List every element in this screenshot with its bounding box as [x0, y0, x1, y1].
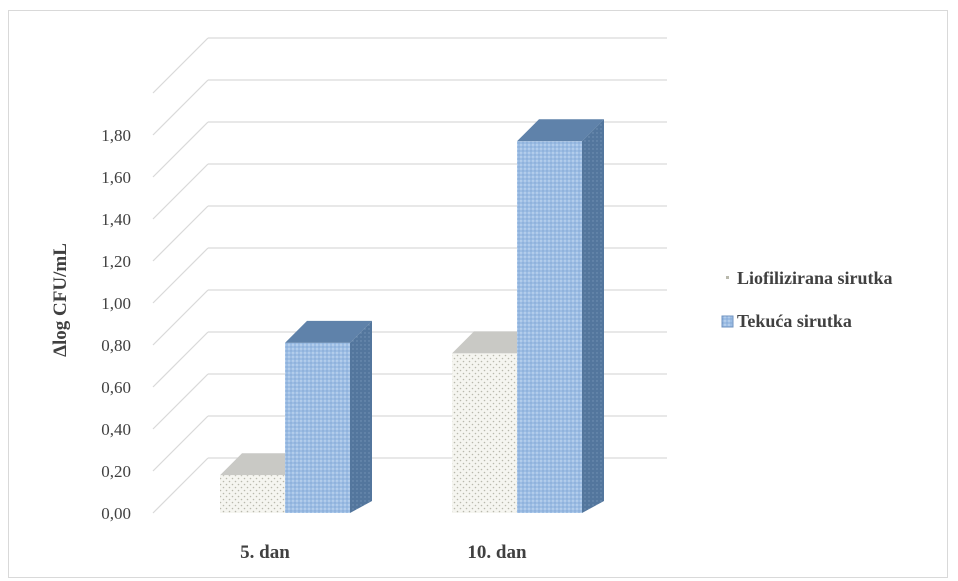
bar-side — [350, 320, 372, 513]
y-tick-label: 0,60 — [101, 378, 131, 397]
legend-item: Tekuća sirutka — [721, 311, 852, 331]
bar-side — [582, 119, 604, 514]
gridline-side — [152, 205, 209, 262]
bar-tekuca-2 — [517, 119, 604, 514]
y-tick-label: 1,80 — [101, 126, 131, 145]
y-tick-label: 0,20 — [101, 462, 131, 481]
y-tick-label: 0,80 — [101, 336, 131, 355]
y-tick-label: 1,40 — [101, 210, 131, 229]
bar-front — [517, 141, 582, 514]
y-axis: 0,00 0,20 0,40 0,60 0,80 1,00 1,20 1,40 1,60 1,80 — [101, 126, 131, 523]
y-axis-label: Δlog CFU/mL — [50, 243, 71, 357]
bar-front — [220, 475, 285, 513]
x-tick-label: 10. dan — [467, 542, 527, 563]
gridline-side — [152, 121, 209, 178]
gridline-side — [152, 331, 209, 388]
legend-label: Liofilizirana sirutka — [737, 268, 893, 288]
bar-front — [285, 342, 350, 513]
bar-top — [285, 320, 372, 343]
gridline-side — [152, 247, 209, 304]
bar-tekuca-1 — [285, 320, 372, 513]
y-tick-label: 0,40 — [101, 420, 131, 439]
gridline-side — [152, 373, 209, 430]
legend-swatch — [726, 276, 729, 279]
x-tick-label: 5. dan — [240, 542, 290, 563]
bar-front — [452, 353, 517, 513]
gridline-side — [152, 163, 209, 220]
legend-item: Liofilizirana sirutka — [726, 268, 893, 288]
y-tick-label: 1,00 — [101, 294, 131, 313]
x-axis: 5. dan 10. dan — [240, 542, 527, 563]
legend: Liofilizirana sirutka Tekuća sirutka — [721, 268, 893, 331]
gridline-side — [152, 79, 209, 136]
bar-top — [517, 119, 604, 142]
y-tick-label: 0,00 — [101, 504, 131, 523]
gridline-side — [152, 37, 209, 94]
gridline-side — [152, 415, 209, 472]
gridline-side — [152, 457, 209, 514]
gridline-side — [152, 289, 209, 346]
legend-label: Tekuća sirutka — [737, 311, 852, 331]
y-tick-label: 1,20 — [101, 252, 131, 271]
y-tick-label: 1,60 — [101, 168, 131, 187]
legend-swatch — [721, 315, 734, 328]
bars — [220, 119, 604, 514]
